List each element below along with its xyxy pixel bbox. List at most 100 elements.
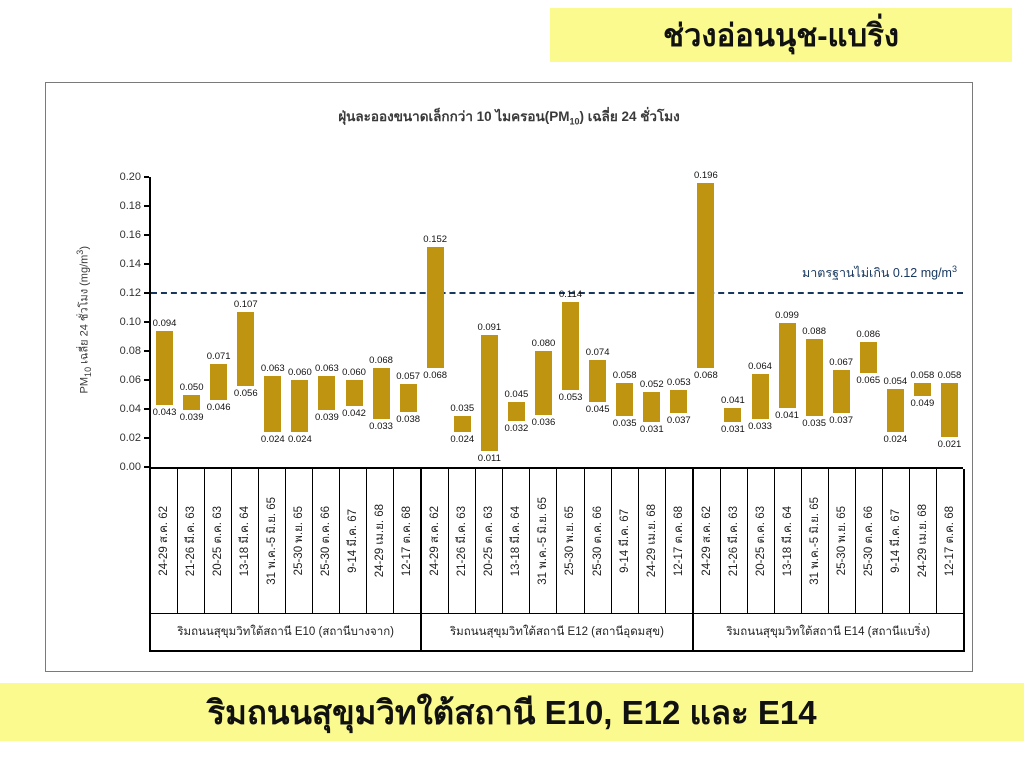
x-category-label: 25-30 พ.ย. 65 xyxy=(293,506,306,576)
bar-min-label: 0.031 xyxy=(721,424,745,436)
bar-min-label: 0.037 xyxy=(829,415,854,427)
range-bar xyxy=(318,375,336,411)
x-category-label: 13-18 มี.ค. 64 xyxy=(239,505,252,577)
station-group-caption: ริมถนนสุขุมวิทใต้สถานี E14 (สถานีแบริ่ง) xyxy=(726,626,931,638)
x-category-label: 20-25 ต.ค. 63 xyxy=(754,505,767,577)
range-bar xyxy=(562,301,580,391)
range-bar xyxy=(886,388,904,433)
bar-max-label: 0.063 xyxy=(260,362,285,374)
x-category-label: 13-18 มี.ค. 64 xyxy=(510,505,523,577)
bar-min-label: 0.021 xyxy=(937,438,962,450)
x-category-cell: 9-14 มี.ค. 67 xyxy=(612,469,639,613)
bar-min-label: 0.037 xyxy=(666,415,691,427)
y-axis-title: PM10 เฉลี่ย 24 ชั่วโมง (mg/m3) xyxy=(72,175,96,465)
range-bar xyxy=(426,246,444,369)
bar-min-label: 0.024 xyxy=(260,434,285,446)
range-bar xyxy=(399,384,417,412)
x-category-cell: 13-18 มี.ค. 64 xyxy=(232,469,260,613)
x-category-label: 31 พ.ค.-5 มิ.ย. 65 xyxy=(537,497,550,585)
range-bar xyxy=(832,369,850,414)
plot-area: มาตรฐานไม่เกิน 0.12 mg/m3 0.094 0.043 0.05… xyxy=(149,171,963,469)
x-category-label: 24-29 เม.ย. 68 xyxy=(645,504,658,578)
x-category-cell: 12-17 ต.ค. 68 xyxy=(937,469,963,613)
standard-limit-label-text: มาตรฐานไม่เกิน 0.12 mg/m xyxy=(801,266,952,280)
y-tick-label: 0.14 xyxy=(119,257,141,270)
range-bar xyxy=(913,382,931,396)
y-tick-label: 0.16 xyxy=(119,228,141,241)
range-bar xyxy=(210,364,228,401)
standard-limit-label: มาตรฐานไม่เกิน 0.12 mg/m3 xyxy=(802,263,957,283)
x-category-cell: 20-25 ต.ค. 63 xyxy=(748,469,775,613)
range-bar xyxy=(480,335,498,452)
x-category-label: 31 พ.ค.-5 มิ.ย. 65 xyxy=(266,497,279,585)
bar-min-label: 0.035 xyxy=(612,418,637,430)
bar-min-label: 0.024 xyxy=(287,434,312,446)
bar-max-label: 0.058 xyxy=(937,369,962,381)
y-tick-label: 0.20 xyxy=(119,170,141,183)
x-category-cell: 20-25 ต.ค. 63 xyxy=(476,469,504,613)
x-category-label: 24-29 ส.ค. 62 xyxy=(700,506,713,576)
range-bar xyxy=(507,401,525,421)
y-axis-title-sub: 10 xyxy=(82,367,93,378)
y-tick-label: 0.18 xyxy=(119,199,141,212)
x-category-cell: 25-30 ต.ค. 66 xyxy=(313,469,341,613)
y-axis-title-mid: เฉลี่ย 24 ชั่วโมง (mg/m xyxy=(78,254,91,368)
bar-max-label: 0.107 xyxy=(233,298,258,310)
bar-min-label: 0.011 xyxy=(477,453,501,465)
bar-min-label: 0.036 xyxy=(531,416,556,428)
station-group-caption: ริมถนนสุขุมวิทใต้สถานี E10 (สถานีบางจาก) xyxy=(151,614,423,650)
chart-title-prefix: ฝุ่นละอองขนาดเล็กกว่า 10 ไมครอน(PM xyxy=(338,109,570,124)
x-category-cell: 31 พ.ค.-5 มิ.ย. 65 xyxy=(259,469,287,613)
bar-min-label: 0.045 xyxy=(585,403,610,415)
y-tick-label: 0.06 xyxy=(119,373,141,386)
x-category-cell: 13-18 มี.ค. 64 xyxy=(775,469,802,613)
y-tick-mark xyxy=(144,379,149,381)
bar-min-label: 0.042 xyxy=(342,408,366,420)
bar-max-label: 0.060 xyxy=(287,367,312,378)
x-category-cell: 25-30 ต.ค. 66 xyxy=(856,469,883,613)
x-category-label: 25-30 ต.ค. 66 xyxy=(862,505,875,577)
y-tick-label: 0.12 xyxy=(119,286,141,299)
y-tick-mark xyxy=(144,176,149,178)
y-tick-label: 0.00 xyxy=(119,460,141,473)
y-tick-label: 0.10 xyxy=(119,315,141,328)
x-category-label: 12-17 ต.ค. 68 xyxy=(943,505,956,577)
range-bar xyxy=(724,407,742,423)
bar-max-label: 0.080 xyxy=(531,338,556,349)
bar-max-label: 0.052 xyxy=(639,378,664,390)
bar-max-label: 0.057 xyxy=(396,371,421,383)
range-bar xyxy=(372,368,390,420)
standard-limit-line xyxy=(151,292,963,294)
x-category-cell: 31 พ.ค.-5 มิ.ย. 65 xyxy=(802,469,829,613)
bar-min-label: 0.041 xyxy=(775,409,799,421)
bar-min-label: 0.033 xyxy=(748,421,772,433)
standard-limit-label-sup: 3 xyxy=(951,263,957,274)
y-tick-mark xyxy=(144,437,149,439)
bar-min-label: 0.053 xyxy=(558,392,583,404)
x-category-cell: 24-29 เม.ย. 68 xyxy=(367,469,395,613)
x-category-label: 24-29 ส.ค. 62 xyxy=(429,506,442,576)
x-category-label: 24-29 เม.ย. 68 xyxy=(374,504,387,578)
x-category-cell: 20-25 ต.ค. 63 xyxy=(205,469,233,613)
x-category-label: 25-30 ต.ค. 66 xyxy=(320,505,333,577)
bar-min-label: 0.024 xyxy=(450,434,475,446)
x-category-cell: 21-26 มี.ค. 63 xyxy=(721,469,748,613)
x-category-cell: 24-29 เม.ย. 68 xyxy=(639,469,666,613)
bar-min-label: 0.068 xyxy=(423,370,448,382)
range-bar xyxy=(751,374,769,420)
y-tick-mark xyxy=(144,292,149,294)
x-category-label: 9-14 มี.ค. 67 xyxy=(347,509,360,573)
x-category-label: 24-29 เม.ย. 68 xyxy=(916,504,929,578)
bar-max-label: 0.099 xyxy=(775,310,799,322)
range-bar xyxy=(940,382,958,437)
x-category-cell: 24-29 ส.ค. 62 xyxy=(694,469,721,613)
x-category-label: 13-18 มี.ค. 64 xyxy=(781,505,794,577)
range-bar xyxy=(264,375,282,433)
y-tick-mark xyxy=(144,205,149,207)
station-group-caption: ริมถนนสุขุมวิทใต้สถานี E12 (สถานีอุดมสุข… xyxy=(422,614,694,650)
top-banner-text: ช่วงอ่อนนุช-แบริ่ง xyxy=(662,18,899,53)
bar-max-label: 0.094 xyxy=(152,317,177,329)
range-bar xyxy=(156,330,174,405)
bar-max-label: 0.088 xyxy=(802,326,827,338)
y-axis-title-suffix: ) xyxy=(78,246,91,250)
